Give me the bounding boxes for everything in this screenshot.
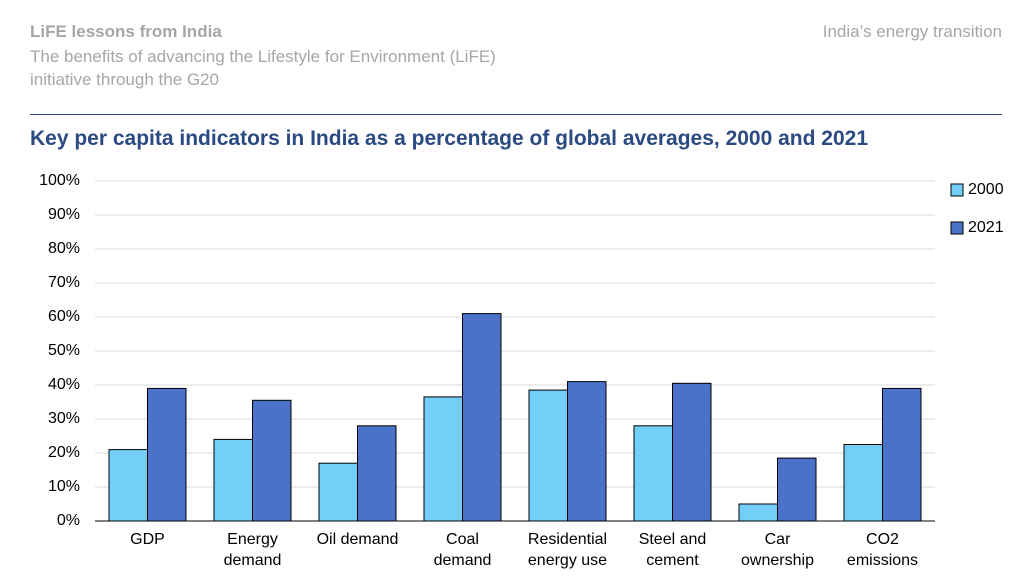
bar (882, 387, 922, 522)
bar (108, 449, 148, 522)
bar (843, 444, 883, 522)
bar (528, 389, 568, 522)
section: India’s energy transition (822, 22, 1002, 41)
y-tick-label: 100% (39, 172, 80, 189)
y-tick-label: 40% (48, 376, 80, 393)
y-tick-label: 80% (48, 240, 80, 257)
legend-label: 2000 (968, 181, 1004, 198)
rule (30, 114, 1002, 115)
bar (213, 438, 253, 522)
bar (777, 457, 817, 522)
bar (567, 381, 607, 522)
x-tick-label: Car ownership (741, 531, 814, 569)
y-tick-label: 30% (48, 410, 80, 427)
y-tick-label: 90% (48, 206, 80, 223)
legend-swatch (950, 221, 964, 235)
bar (252, 399, 292, 522)
bar (462, 313, 502, 522)
x-tick-label: CO2 emissions (846, 531, 919, 569)
x-tick-label: Steel and cement (638, 531, 707, 569)
bar (738, 503, 778, 522)
x-tick-label: Energy demand (223, 531, 282, 569)
legend-label: 2021 (968, 219, 1004, 236)
kicker: LiFE lessons from India (30, 22, 222, 41)
bar (318, 462, 358, 522)
x-tick-label: Oil demand (316, 531, 399, 548)
bar (357, 425, 397, 522)
bar (672, 382, 712, 522)
y-tick-label: 60% (48, 308, 80, 325)
y-tick-label: 70% (48, 274, 80, 291)
y-tick-label: 20% (48, 444, 80, 461)
legend-swatch (950, 183, 964, 197)
y-tick-label: 0% (57, 512, 80, 529)
x-tick-label: GDP (130, 531, 165, 548)
y-tick-label: 10% (48, 478, 80, 495)
x-tick-label: Coal demand (433, 531, 492, 569)
bar (633, 425, 673, 522)
bar (147, 387, 187, 522)
y-tick-label: 50% (48, 342, 80, 359)
bar (423, 396, 463, 522)
x-tick-label: Residential energy use (527, 531, 608, 569)
subtitle: The benefits of advancing the Lifestyle … (30, 47, 496, 89)
chart-title: Key per capita indicators in India as a … (30, 127, 869, 150)
